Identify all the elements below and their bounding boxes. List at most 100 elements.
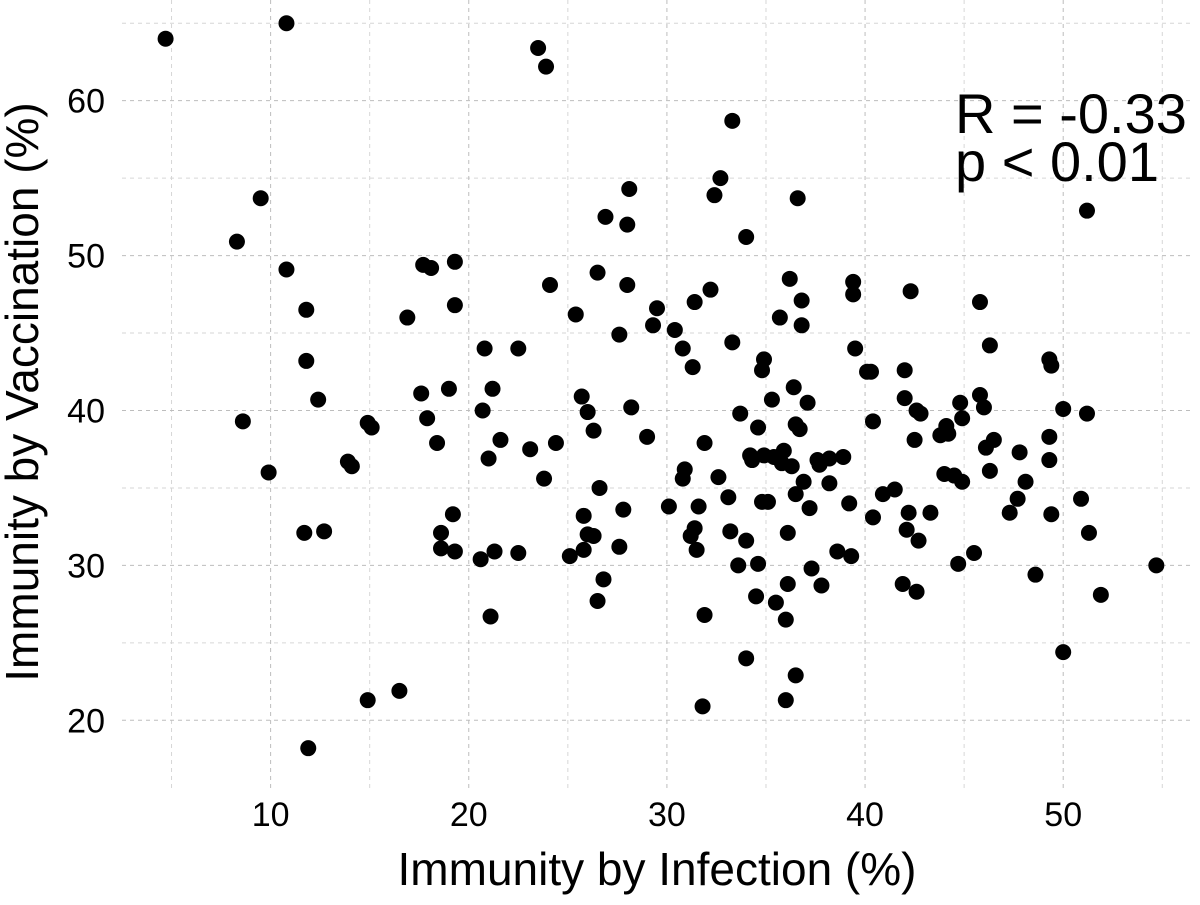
data-point	[902, 283, 919, 300]
data-point	[950, 555, 967, 572]
data-point	[480, 450, 497, 467]
data-point	[777, 611, 794, 628]
data-point	[966, 545, 983, 561]
data-point	[623, 399, 640, 416]
data-point	[343, 458, 360, 475]
data-point	[615, 501, 632, 518]
data-point	[1148, 557, 1165, 574]
y-axis-title: Immunity by Vaccination (%)	[0, 102, 48, 681]
data-point	[359, 692, 376, 709]
data-point	[787, 486, 804, 503]
data-point	[1001, 504, 1018, 521]
data-point	[975, 399, 992, 416]
data-point	[795, 473, 812, 490]
data-point	[228, 233, 245, 250]
data-point	[260, 464, 277, 481]
data-point	[789, 190, 806, 207]
data-point	[522, 441, 539, 458]
data-point	[841, 495, 858, 512]
data-points	[157, 15, 1165, 757]
data-point	[684, 359, 701, 376]
data-point	[971, 387, 988, 403]
data-point	[589, 264, 606, 281]
data-point	[845, 286, 862, 303]
data-point	[619, 277, 636, 294]
data-point	[433, 540, 450, 557]
data-point	[296, 524, 313, 541]
data-point	[585, 422, 602, 439]
data-point	[1092, 586, 1109, 603]
data-point	[573, 388, 590, 405]
data-point	[542, 277, 558, 294]
data-point	[845, 273, 862, 290]
data-point	[639, 428, 656, 445]
data-point	[278, 261, 295, 278]
data-point	[908, 583, 925, 600]
data-point	[298, 301, 315, 318]
data-point	[363, 419, 380, 436]
data-point	[763, 391, 780, 408]
data-point	[767, 594, 784, 611]
data-point	[597, 208, 614, 225]
data-point	[821, 475, 838, 492]
data-point	[579, 404, 596, 421]
data-point	[486, 543, 503, 560]
data-point	[1073, 490, 1090, 507]
x-tick-label: 20	[450, 796, 488, 834]
data-point	[779, 524, 796, 541]
correlation-annotation: R = -0.33	[955, 82, 1187, 145]
data-point	[801, 500, 818, 517]
data-point	[391, 682, 408, 699]
data-point	[843, 548, 860, 565]
data-point	[674, 470, 691, 487]
data-point	[1041, 428, 1058, 445]
y-tick-label: 50	[67, 238, 105, 276]
x-tick-label: 10	[252, 796, 290, 834]
data-point	[567, 306, 584, 323]
data-point	[756, 351, 772, 368]
data-point	[536, 470, 553, 487]
data-point	[300, 740, 317, 757]
data-point	[779, 575, 796, 592]
data-point	[1041, 452, 1058, 469]
data-point	[157, 30, 174, 47]
data-point	[730, 557, 747, 574]
data-point	[1055, 400, 1072, 417]
data-point	[278, 15, 295, 32]
data-point	[1009, 490, 1026, 507]
data-point	[611, 326, 628, 343]
data-point	[886, 481, 903, 498]
data-point	[446, 543, 463, 560]
data-point	[674, 340, 691, 357]
data-point	[954, 410, 971, 427]
data-point	[803, 560, 820, 577]
data-point	[971, 294, 988, 311]
data-point	[1078, 202, 1095, 219]
data-point	[985, 431, 1002, 448]
data-point	[1078, 405, 1095, 422]
data-point	[748, 588, 765, 605]
data-point	[952, 394, 969, 411]
data-point	[799, 394, 816, 411]
data-point	[722, 523, 739, 540]
data-point	[538, 58, 555, 75]
data-point	[777, 692, 794, 709]
data-point	[510, 340, 527, 357]
data-point	[688, 541, 705, 558]
data-point	[864, 509, 881, 526]
data-point	[561, 548, 578, 565]
data-point	[738, 532, 755, 549]
data-point	[575, 507, 592, 524]
data-point	[696, 435, 713, 452]
data-point	[444, 506, 461, 523]
y-tick-label: 30	[67, 547, 105, 585]
data-point	[1011, 444, 1028, 461]
tick-labels: 10 20 30 40 50 20 30 40 50 60	[67, 83, 1082, 834]
data-point	[690, 498, 707, 515]
data-point	[922, 504, 939, 521]
data-point	[547, 435, 564, 452]
data-point	[440, 380, 457, 397]
data-point	[791, 421, 808, 438]
data-point	[793, 317, 810, 334]
